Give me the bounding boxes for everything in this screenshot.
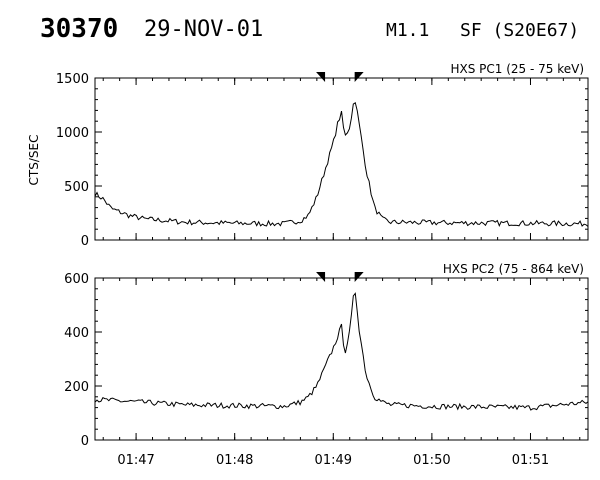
series-line-2 [94,292,589,411]
x-tick-label: 01:50 [413,453,450,468]
y-tick-label: 0 [81,434,89,449]
y-tick-label: 500 [64,180,89,195]
x-tick-label: 01:48 [216,453,253,468]
interval-marker [316,272,326,282]
x-tick-label: 01:49 [315,453,352,468]
interval-marker [354,272,364,282]
y-tick-label: 600 [64,272,89,287]
y-tick-label: 1500 [56,72,89,87]
event-date: 29-NOV-01 [144,17,264,42]
event-id: 30370 [40,14,119,44]
goes-class: M1.1 [386,20,430,41]
y-axis-label: CTS/SEC [27,135,41,186]
y-tick-label: 400 [64,326,89,341]
panel-title-1: HXS PC1 (25 - 75 keV) [450,62,584,76]
y-tick-label: 0 [81,234,89,249]
plot-frame-1 [94,77,589,241]
flare-location: SF (S20E67) [460,20,580,41]
interval-marker [316,72,326,82]
x-tick-label: 01:47 [117,453,154,468]
interval-marker [354,72,364,82]
y-tick-label: 200 [64,380,89,395]
y-tick-label: 1000 [56,126,89,141]
x-tick-label: 01:51 [512,453,549,468]
panel-title-2: HXS PC2 (75 - 864 keV) [443,262,584,276]
series-line-1 [94,101,589,227]
plot-frame-2 [94,277,589,441]
